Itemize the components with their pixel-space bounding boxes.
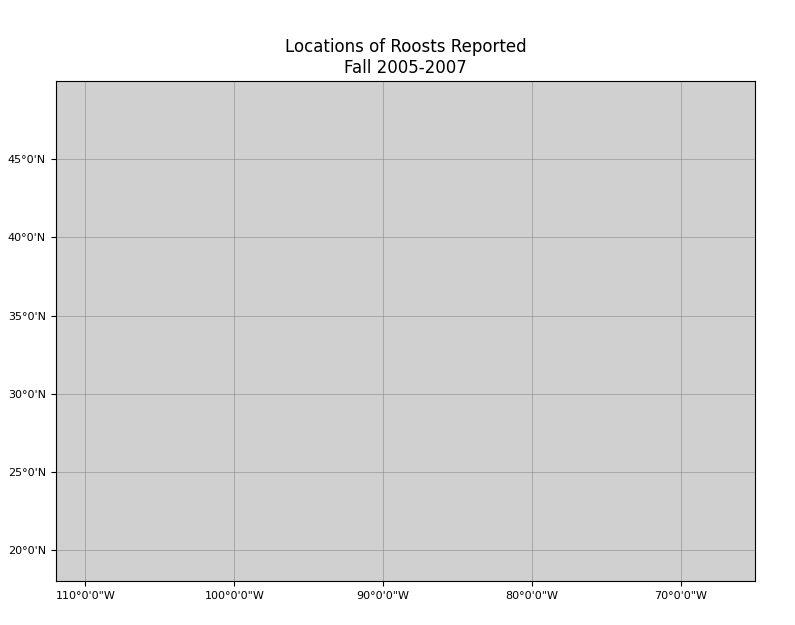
Title: Locations of Roosts Reported
Fall 2005-2007: Locations of Roosts Reported Fall 2005-2…: [285, 38, 526, 77]
